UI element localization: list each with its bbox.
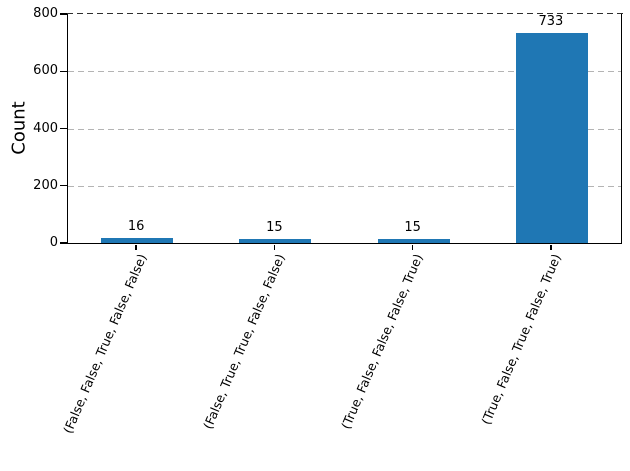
bar-value-label-2: 15 <box>404 219 421 235</box>
x-tick-mark-1 <box>273 244 276 250</box>
x-tick-label-1: (False, True, True, False, False) <box>199 251 288 432</box>
bar-3 <box>515 33 588 243</box>
bar-value-label-3: 733 <box>538 14 564 30</box>
y-tick-label-200: 200 <box>33 177 58 193</box>
bar-1 <box>239 238 312 243</box>
bar-2 <box>377 238 450 243</box>
y-tick-label-400: 400 <box>33 120 58 136</box>
y-tick-mark-0 <box>60 242 67 244</box>
gridline-400 <box>68 128 621 130</box>
x-tick-label-2: (True, False, False, False, True) <box>337 251 426 432</box>
y-tick-mark-400 <box>60 127 67 130</box>
gridline-200 <box>68 185 621 187</box>
y-tick-mark-200 <box>60 185 67 187</box>
bar-value-label-0: 16 <box>127 219 145 235</box>
bar-0 <box>101 238 174 243</box>
y-tick-label-600: 600 <box>33 63 58 79</box>
x-tick-label-0: (False, False, True, False, False) <box>59 251 150 436</box>
y-tick-mark-600 <box>60 70 67 72</box>
y-tick-label-0: 0 <box>49 235 58 250</box>
plot-area <box>67 14 622 244</box>
bar-value-label-1: 15 <box>266 219 283 235</box>
x-tick-mark-2 <box>411 244 414 250</box>
y-tick-label-800: 800 <box>33 6 58 21</box>
y-tick-mark-800 <box>60 13 67 15</box>
x-tick-mark-3 <box>550 244 552 250</box>
x-tick-label-3: (True, False, True, False, True) <box>478 251 564 427</box>
gridline-600 <box>68 71 621 73</box>
top-gridline <box>67 13 623 15</box>
x-tick-mark-0 <box>135 244 137 250</box>
